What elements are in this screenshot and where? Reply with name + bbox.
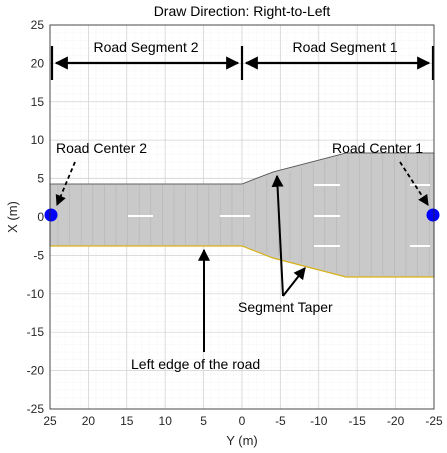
x-tick-label: -10: [310, 414, 328, 428]
x-tick-label: 20: [82, 414, 96, 428]
x-tick-label: -5: [275, 414, 286, 428]
x-tick-label: 15: [120, 414, 134, 428]
x-tick-label: 5: [200, 414, 207, 428]
x-axis-label: Y (m): [226, 433, 258, 448]
y-tick-label: 10: [31, 133, 45, 147]
left-edge-label: Left edge of the road: [131, 356, 260, 372]
segment-spans: [50, 46, 435, 80]
y-axis-ticks: 25 20 15 10 5 0 -5 -10 -15 -20 -25: [27, 18, 45, 416]
y-tick-label: -15: [27, 325, 45, 339]
x-tick-label: -20: [387, 414, 405, 428]
left-edge-line: [50, 245, 434, 278]
center-2-label: Road Center 2: [56, 140, 147, 156]
y-tick-label: 5: [37, 172, 44, 186]
road-texture: [57, 154, 430, 276]
x-tick-label: 25: [43, 414, 57, 428]
y-tick-label: 15: [31, 95, 45, 109]
y-tick-label: -10: [27, 287, 45, 301]
figure-title: Draw Direction: Right-to-Left: [154, 3, 331, 19]
y-tick-label: -25: [27, 402, 45, 416]
segment-2-label: Road Segment 2: [93, 39, 198, 55]
x-tick-label: 10: [159, 414, 173, 428]
axes-frame: [49, 24, 435, 410]
y-tick-label: 20: [31, 56, 45, 70]
lane-markings: [128, 184, 430, 247]
taper-pointer-b: [282, 267, 306, 297]
y-tick-label: 0: [37, 210, 44, 224]
x-tick-label: -25: [425, 414, 443, 428]
road-center-2-point: [44, 208, 58, 222]
center-1-label: Road Center 1: [332, 140, 423, 156]
taper-pointer-a: [271, 174, 284, 297]
segment-1-label: Road Segment 1: [292, 39, 397, 55]
right-edge-line: [50, 152, 434, 185]
road-center-1-point: [426, 208, 440, 222]
x-tick-label: -15: [349, 414, 367, 428]
x-tick-label: 0: [239, 414, 246, 428]
center-2-pointer: [55, 161, 76, 206]
y-axis-label: X (m): [5, 201, 20, 233]
y-tick-label: -5: [33, 248, 44, 262]
y-tick-label: 25: [31, 18, 45, 32]
y-tick-label: -20: [27, 364, 45, 378]
x-axis-ticks: 25 20 15 10 5 0 -5 -10 -15 -20 -25: [43, 414, 443, 428]
center-1-pointer: [399, 161, 429, 206]
taper-label: Segment Taper: [238, 299, 333, 315]
